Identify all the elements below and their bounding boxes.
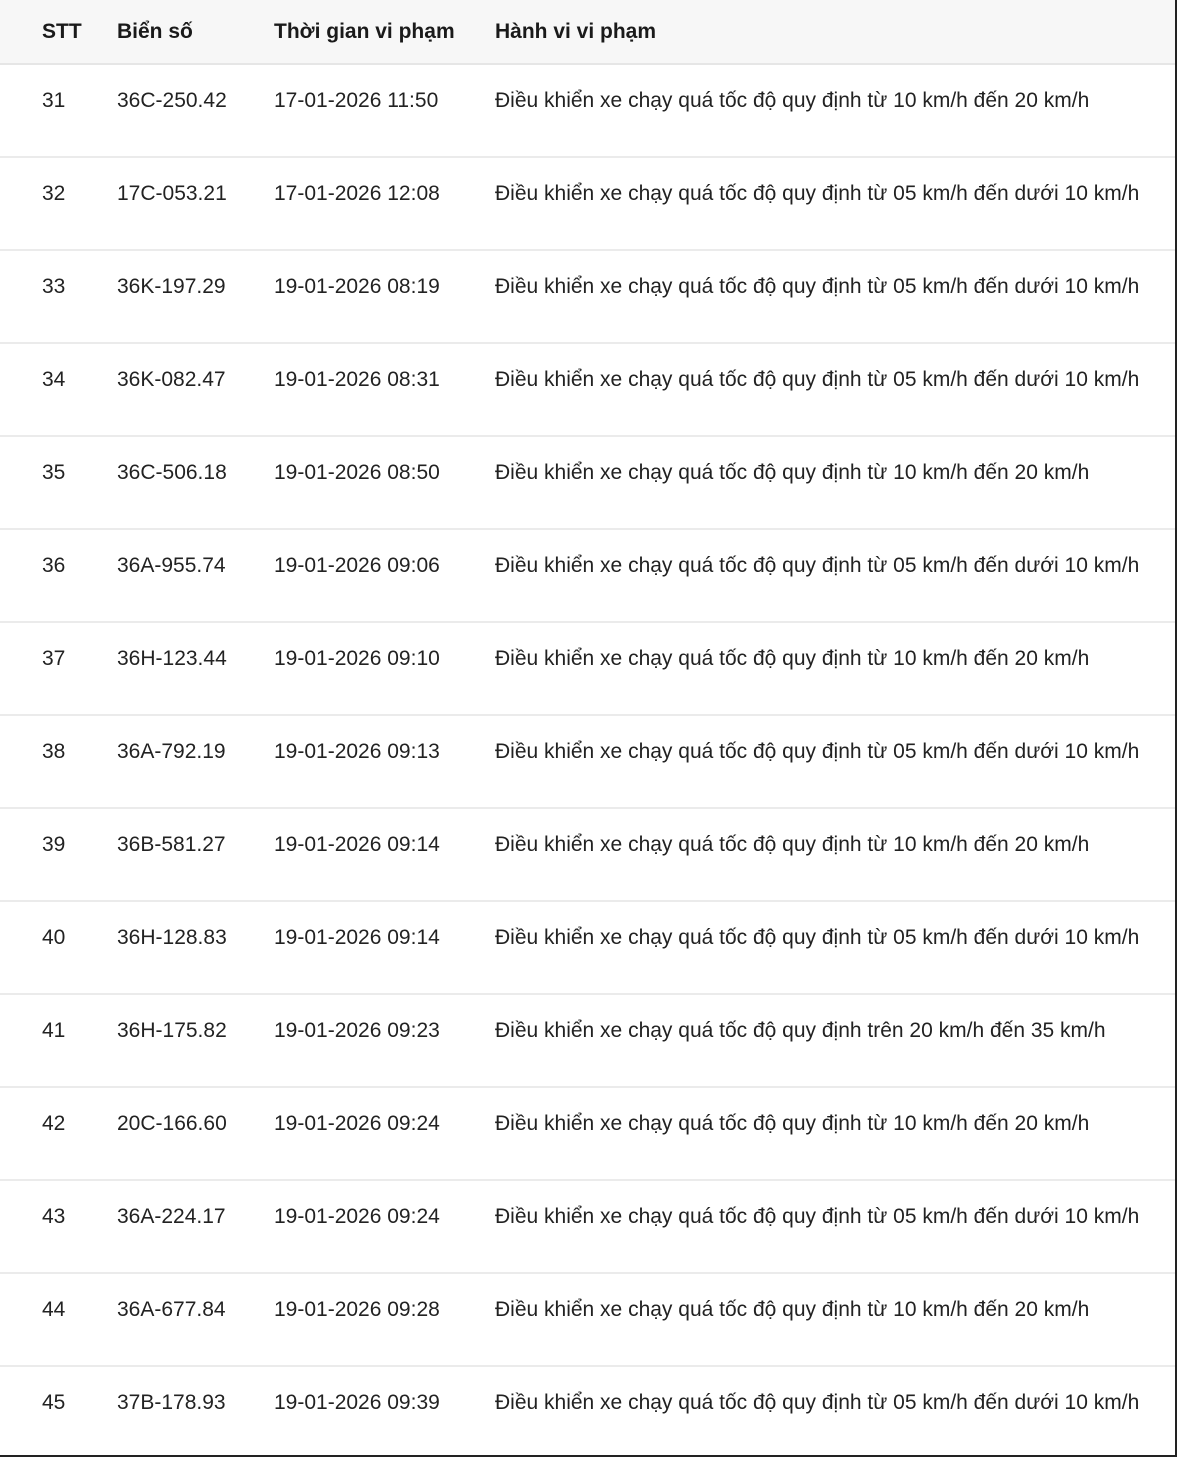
cell-time: 19-01-2026 08:19 xyxy=(274,250,495,344)
cell-plate: 36A-955.74 xyxy=(117,529,274,623)
cell-stt: 39 xyxy=(0,808,117,902)
table-row: 38 36A-792.19 19-01-2026 09:13 Điều khiển x… xyxy=(0,715,1175,809)
cell-stt: 43 xyxy=(0,1180,117,1274)
header-stt: STT xyxy=(0,0,117,65)
cell-violation: Điều khiển xe chạy quá tốc độ quy định t… xyxy=(495,250,1175,344)
cell-violation: Điều khiển xe chạy quá tốc độ quy định t… xyxy=(495,343,1175,437)
cell-time: 17-01-2026 11:50 xyxy=(274,64,495,158)
cell-violation: Điều khiển xe chạy quá tốc độ quy định t… xyxy=(495,901,1175,995)
cell-violation: Điều khiển xe chạy quá tốc độ quy định t… xyxy=(495,1366,1175,1455)
cell-stt: 35 xyxy=(0,436,117,530)
cell-violation: Điều khiển xe chạy quá tốc độ quy định t… xyxy=(495,715,1175,809)
cell-plate: 36A-792.19 xyxy=(117,715,274,809)
table-row: 34 36K-082.47 19-01-2026 08:31 Điều khiển x… xyxy=(0,343,1175,437)
cell-time: 19-01-2026 09:24 xyxy=(274,1180,495,1274)
table-row: 32 17C-053.21 17-01-2026 12:08 Điều khiển x… xyxy=(0,157,1175,251)
cell-plate: 36H-128.83 xyxy=(117,901,274,995)
cell-plate: 36A-677.84 xyxy=(117,1273,274,1367)
table-row: 37 36H-123.44 19-01-2026 09:10 Điều khiển x… xyxy=(0,622,1175,716)
table-row: 33 36K-197.29 19-01-2026 08:19 Điều khiển x… xyxy=(0,250,1175,344)
cell-plate: 36H-123.44 xyxy=(117,622,274,716)
cell-time: 19-01-2026 09:14 xyxy=(274,901,495,995)
table-row: 41 36H-175.82 19-01-2026 09:23 Điều khiển x… xyxy=(0,994,1175,1088)
cell-stt: 44 xyxy=(0,1273,117,1367)
cell-plate: 36A-224.17 xyxy=(117,1180,274,1274)
cell-time: 19-01-2026 09:06 xyxy=(274,529,495,623)
cell-plate: 36K-082.47 xyxy=(117,343,274,437)
table-row: 35 36C-506.18 19-01-2026 08:50 Điều khiển x… xyxy=(0,436,1175,530)
cell-time: 19-01-2026 09:28 xyxy=(274,1273,495,1367)
cell-violation: Điều khiển xe chạy quá tốc độ quy định t… xyxy=(495,529,1175,623)
cell-plate: 36B-581.27 xyxy=(117,808,274,902)
cell-stt: 33 xyxy=(0,250,117,344)
table-row: 42 20C-166.60 19-01-2026 09:24 Điều khiển x… xyxy=(0,1087,1175,1181)
cell-time: 19-01-2026 09:10 xyxy=(274,622,495,716)
cell-violation: Điều khiển xe chạy quá tốc độ quy định t… xyxy=(495,157,1175,251)
cell-time: 19-01-2026 09:39 xyxy=(274,1366,495,1455)
cell-stt: 38 xyxy=(0,715,117,809)
cell-time: 19-01-2026 09:14 xyxy=(274,808,495,902)
cell-violation: Điều khiển xe chạy quá tốc độ quy định t… xyxy=(495,64,1175,158)
cell-stt: 40 xyxy=(0,901,117,995)
cell-stt: 37 xyxy=(0,622,117,716)
table-row: 36 36A-955.74 19-01-2026 09:06 Điều khiển x… xyxy=(0,529,1175,623)
cell-time: 19-01-2026 08:50 xyxy=(274,436,495,530)
table-row: 45 37B-178.93 19-01-2026 09:39 Điều khiển x… xyxy=(0,1366,1175,1455)
cell-time: 19-01-2026 09:24 xyxy=(274,1087,495,1181)
cell-violation: Điều khiển xe chạy quá tốc độ quy định t… xyxy=(495,994,1175,1088)
header-plate: Biển số xyxy=(117,0,274,65)
cell-violation: Điều khiển xe chạy quá tốc độ quy định t… xyxy=(495,1273,1175,1367)
cell-violation: Điều khiển xe chạy quá tốc độ quy định t… xyxy=(495,622,1175,716)
header-time: Thời gian vi phạm xyxy=(274,0,495,65)
cell-plate: 36C-506.18 xyxy=(117,436,274,530)
cell-stt: 31 xyxy=(0,64,117,158)
cell-plate: 36K-197.29 xyxy=(117,250,274,344)
cell-stt: 42 xyxy=(0,1087,117,1181)
cell-stt: 45 xyxy=(0,1366,117,1455)
cell-stt: 32 xyxy=(0,157,117,251)
cell-plate: 36C-250.42 xyxy=(117,64,274,158)
header-violation: Hành vi vi phạm xyxy=(495,0,1175,65)
cell-time: 17-01-2026 12:08 xyxy=(274,157,495,251)
cell-violation: Điều khiển xe chạy quá tốc độ quy định t… xyxy=(495,436,1175,530)
table-header-row: STT Biển số Thời gian vi phạm Hành vi vi… xyxy=(0,0,1175,65)
table-row: 44 36A-677.84 19-01-2026 09:28 Điều khiển x… xyxy=(0,1273,1175,1367)
table-row: 31 36C-250.42 17-01-2026 11:50 Điều khiển x… xyxy=(0,64,1175,158)
cell-time: 19-01-2026 09:23 xyxy=(274,994,495,1088)
cell-stt: 41 xyxy=(0,994,117,1088)
cell-violation: Điều khiển xe chạy quá tốc độ quy định t… xyxy=(495,808,1175,902)
cell-time: 19-01-2026 08:31 xyxy=(274,343,495,437)
table-row: 43 36A-224.17 19-01-2026 09:24 Điều khiển x… xyxy=(0,1180,1175,1274)
cell-stt: 34 xyxy=(0,343,117,437)
cell-plate: 20C-166.60 xyxy=(117,1087,274,1181)
cell-plate: 37B-178.93 xyxy=(117,1366,274,1455)
cell-plate: 36H-175.82 xyxy=(117,994,274,1088)
table-row: 40 36H-128.83 19-01-2026 09:14 Điều khiển x… xyxy=(0,901,1175,995)
cell-stt: 36 xyxy=(0,529,117,623)
cell-violation: Điều khiển xe chạy quá tốc độ quy định t… xyxy=(495,1180,1175,1274)
cell-plate: 17C-053.21 xyxy=(117,157,274,251)
table-row: 39 36B-581.27 19-01-2026 09:14 Điều khiển x… xyxy=(0,808,1175,902)
cell-time: 19-01-2026 09:13 xyxy=(274,715,495,809)
cell-violation: Điều khiển xe chạy quá tốc độ quy định t… xyxy=(495,1087,1175,1181)
